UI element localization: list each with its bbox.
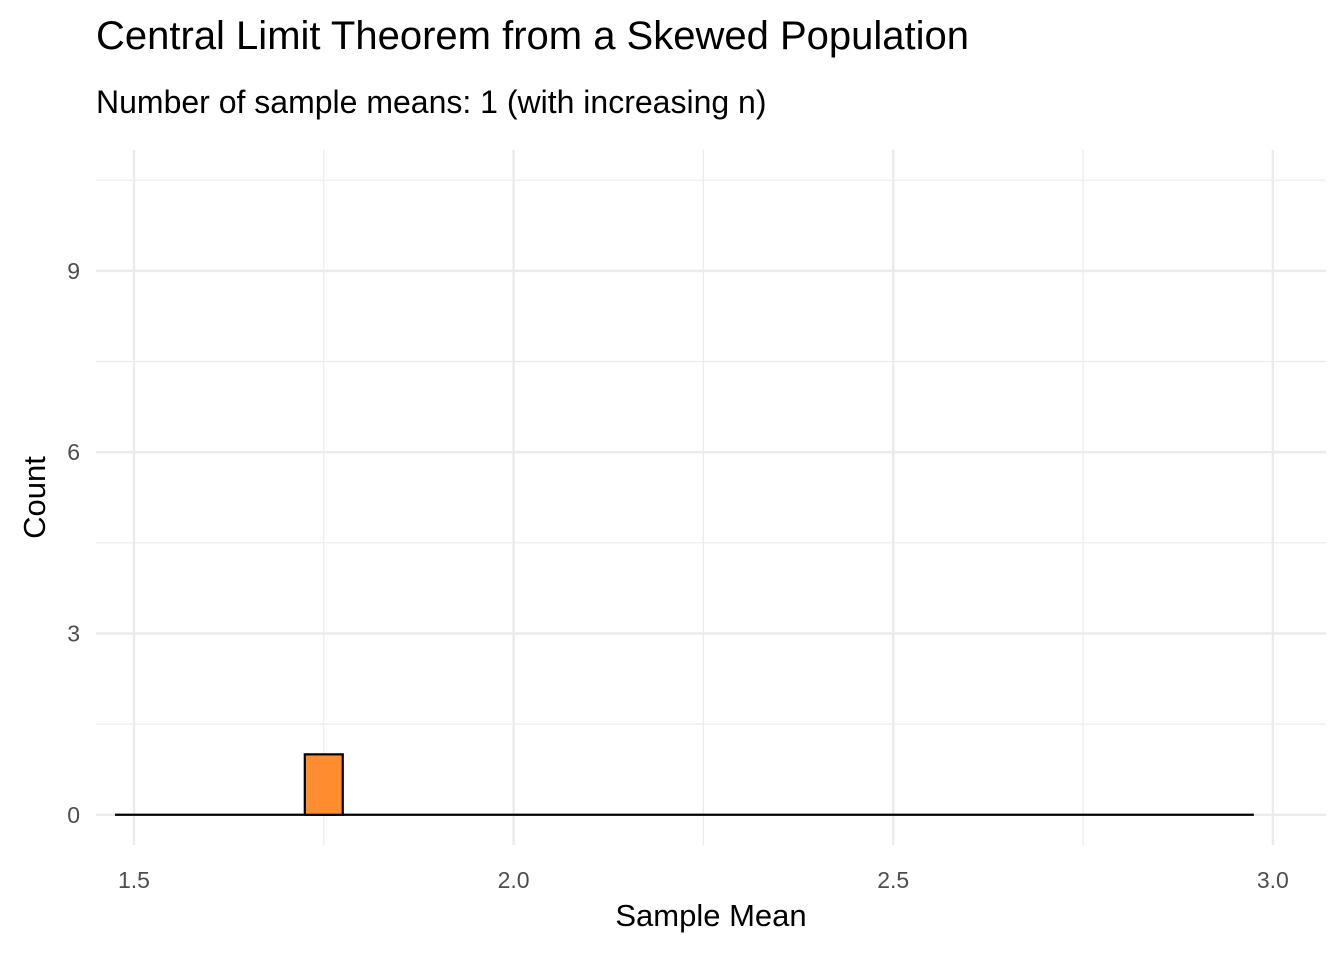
histogram-bar bbox=[303, 753, 344, 816]
y-tick-label: 6 bbox=[67, 439, 80, 465]
y-axis-tick-labels: 0 3 6 9 bbox=[67, 258, 80, 828]
major-gridlines bbox=[96, 150, 1326, 845]
x-axis-title: Sample Mean bbox=[615, 898, 806, 933]
y-tick-label: 9 bbox=[67, 258, 80, 284]
x-axis-tick-labels: 1.5 2.0 2.5 3.0 bbox=[118, 867, 1289, 893]
y-tick-label: 3 bbox=[67, 620, 80, 646]
x-tick-label: 2.0 bbox=[498, 867, 530, 893]
x-tick-label: 1.5 bbox=[118, 867, 150, 893]
y-axis-title: Count bbox=[17, 456, 52, 539]
histogram-bars bbox=[303, 753, 344, 816]
y-tick-label: 0 bbox=[67, 802, 80, 828]
chart-title: Central Limit Theorem from a Skewed Popu… bbox=[96, 14, 970, 58]
chart-subtitle: Number of sample means: 1 (with increasi… bbox=[96, 84, 767, 120]
x-tick-label: 2.5 bbox=[877, 867, 909, 893]
x-tick-label: 3.0 bbox=[1257, 867, 1289, 893]
minor-gridlines bbox=[96, 150, 1326, 845]
